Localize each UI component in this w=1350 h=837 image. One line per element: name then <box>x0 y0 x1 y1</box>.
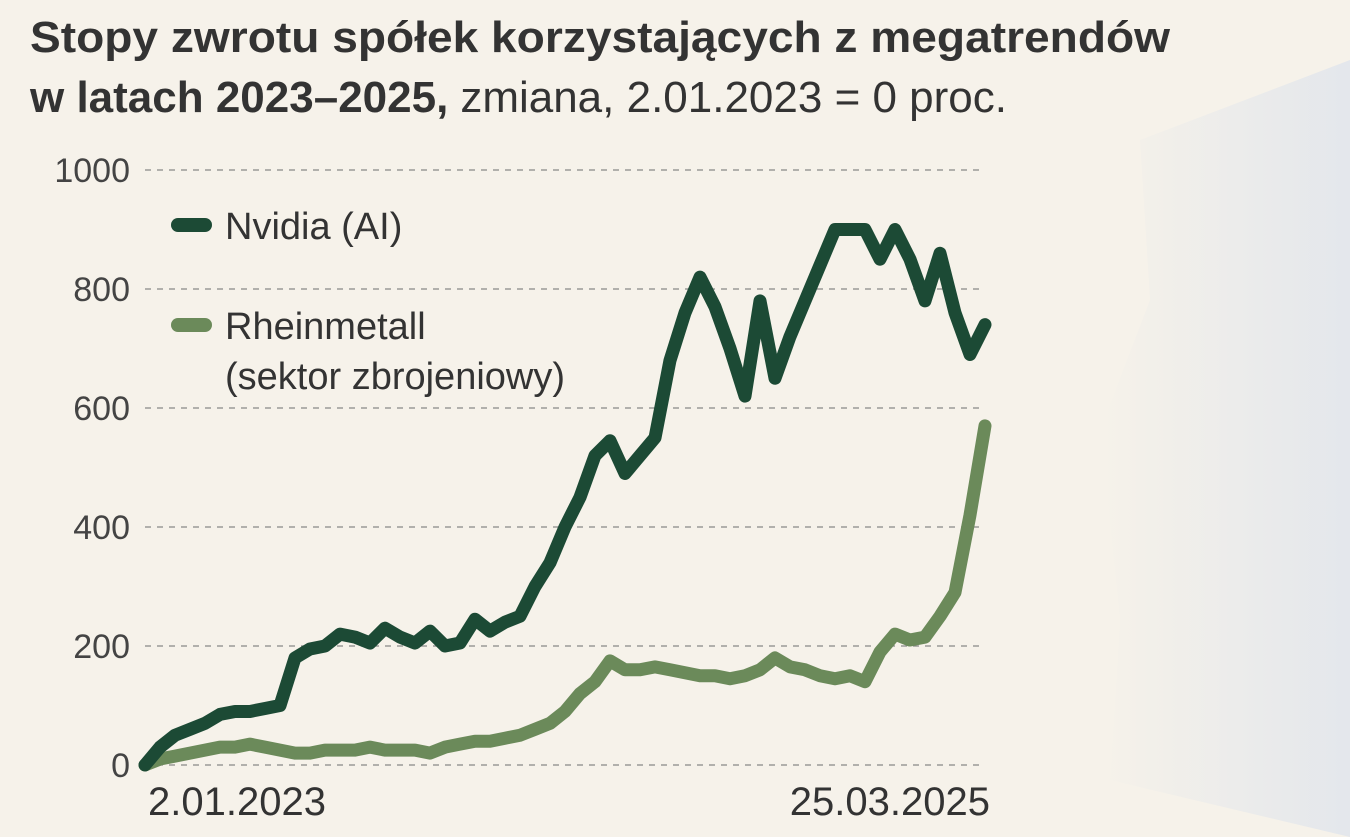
series-line <box>138 419 992 772</box>
chart-title: w latach 2023–2025, <box>29 73 448 122</box>
y-tick-label: 800 <box>73 271 130 309</box>
y-tick-label: 200 <box>73 628 130 666</box>
y-tick-label: 1000 <box>54 152 130 190</box>
legend-label: Rheinmetall (sektor zbrojeniowy) <box>225 306 565 398</box>
x-tick-label: 2.01.2023 <box>148 780 326 824</box>
series-line <box>138 223 992 772</box>
decorative-image <box>1100 60 1350 837</box>
x-tick-label: 25.03.2025 <box>790 780 990 824</box>
chart-title: Stopy zwrotu spółek korzystających z meg… <box>30 13 1171 62</box>
y-tick-label: 600 <box>73 390 130 428</box>
chart-subtitle: zmiana, 2.01.2023 = 0 proc. <box>460 73 1007 122</box>
y-tick-label: 400 <box>73 509 130 547</box>
y-tick-label: 0 <box>111 747 130 785</box>
legend-label: Nvidia (AI) <box>225 206 402 248</box>
